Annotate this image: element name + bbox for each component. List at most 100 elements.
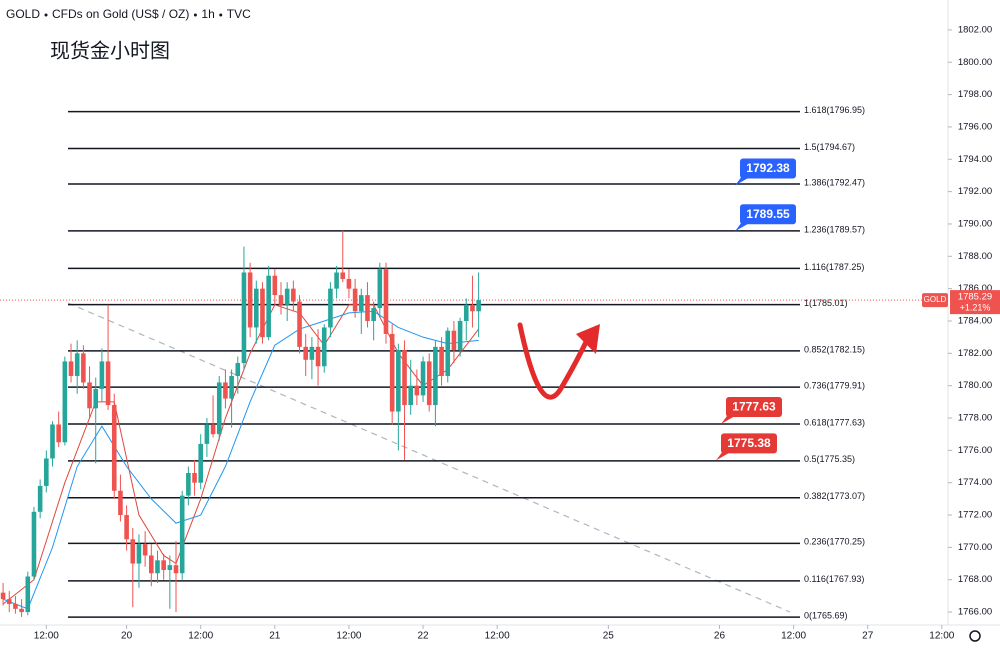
candle-body xyxy=(328,288,333,328)
candle-body xyxy=(297,301,302,347)
arrow-head xyxy=(576,324,600,354)
fib-label: 1.236(1789.57) xyxy=(804,224,865,234)
callout-pointer xyxy=(716,452,730,461)
candle-body xyxy=(445,330,451,376)
candle-body xyxy=(352,288,358,312)
y-tick-label: 1788.00 xyxy=(958,251,992,262)
candle-body xyxy=(223,382,228,399)
candle-body xyxy=(198,443,204,483)
fib-label: 0.116(1767.93) xyxy=(804,574,864,584)
candle-body xyxy=(216,382,222,435)
separator-dot xyxy=(219,13,223,17)
candle-body xyxy=(0,592,6,600)
y-tick-label: 1782.00 xyxy=(958,348,992,359)
candle-body xyxy=(56,424,61,443)
candle-body xyxy=(408,385,413,406)
candle-body xyxy=(309,346,315,360)
x-tick-label: 12:00 xyxy=(336,631,361,642)
y-tick-label: 1780.00 xyxy=(958,380,992,391)
candle-body xyxy=(420,361,426,396)
candle-body xyxy=(99,361,105,389)
candle-body xyxy=(142,544,148,556)
candle-body xyxy=(358,295,364,312)
candle-body xyxy=(321,327,327,367)
fib-label: 0(1765.69) xyxy=(804,610,848,620)
callout-label: 1792.38 xyxy=(746,161,790,175)
candle-body xyxy=(192,472,197,483)
candle-body xyxy=(74,353,80,376)
candle-body xyxy=(377,269,383,309)
callout-label: 1789.55 xyxy=(746,207,790,221)
y-tick-label: 1778.00 xyxy=(958,413,992,424)
candle-body xyxy=(130,539,136,564)
fib-label: 1.116(1787.25) xyxy=(804,262,864,272)
y-tick-label: 1794.00 xyxy=(958,154,992,165)
price-tag-label: 1785.29 xyxy=(958,292,992,303)
candle-body xyxy=(451,330,457,351)
y-tick-label: 1786.00 xyxy=(958,283,992,294)
x-tick-label: 12:00 xyxy=(781,631,806,642)
callout-pointer xyxy=(721,415,735,424)
header: GOLD CFDs on Gold (US$ / OZ) 1h TVC xyxy=(6,7,251,21)
callout-pointer xyxy=(735,177,749,186)
candle-body xyxy=(470,304,475,312)
y-tick-label: 1770.00 xyxy=(958,542,992,553)
candle-body xyxy=(266,275,271,338)
fib-label: 0.618(1777.63) xyxy=(804,417,865,427)
candle-body xyxy=(105,361,111,406)
arrow xyxy=(517,322,591,400)
candle-body xyxy=(124,515,129,540)
y-tick-label: 1792.00 xyxy=(958,186,992,197)
candle-body xyxy=(402,350,407,406)
candle-body xyxy=(173,565,179,574)
y-tick-label: 1790.00 xyxy=(958,218,992,229)
candle-body xyxy=(253,288,259,328)
trend-line xyxy=(67,302,791,613)
callout-pointer xyxy=(735,223,749,232)
candle-body xyxy=(463,304,469,321)
y-tick-label: 1796.00 xyxy=(958,121,992,132)
x-tick-label: 12:00 xyxy=(34,631,59,642)
candle-body xyxy=(210,424,216,435)
candle-body xyxy=(186,472,191,496)
candle-body xyxy=(161,560,166,571)
settings-icon[interactable] xyxy=(969,630,981,642)
y-tick-label: 1774.00 xyxy=(958,477,992,488)
header-text: 1h xyxy=(201,7,214,21)
callout-label: 1775.38 xyxy=(727,436,771,450)
candle-body xyxy=(439,346,444,376)
candle-body xyxy=(457,320,463,351)
candle-body xyxy=(365,295,370,321)
separator-dot xyxy=(193,13,197,17)
candle-body xyxy=(315,346,321,367)
x-tick-label: 12:00 xyxy=(188,631,213,642)
candle-body xyxy=(241,272,247,364)
fib-label: 1.386(1792.47) xyxy=(804,177,865,187)
x-tick-label: 25 xyxy=(603,631,615,642)
fib-label: 0.852(1782.15) xyxy=(804,344,865,354)
x-tick-label: 27 xyxy=(862,631,874,642)
candle-body xyxy=(476,300,481,312)
y-tick-label: 1784.00 xyxy=(958,316,992,327)
x-tick-label: 12:00 xyxy=(929,631,954,642)
callout-box xyxy=(740,158,796,179)
y-tick-label: 1766.00 xyxy=(958,607,992,618)
candle-body xyxy=(426,361,432,406)
fib-label: 0.382(1773.07) xyxy=(804,491,865,501)
callout-label: 1777.63 xyxy=(732,400,776,414)
candle-body xyxy=(346,278,352,289)
x-tick-label: 12:00 xyxy=(485,631,510,642)
candle-body xyxy=(155,560,160,574)
candle-body xyxy=(44,458,49,486)
header-text: TVC xyxy=(227,7,251,21)
symbol-tag-label: GOLD xyxy=(924,295,947,304)
plot: 1766.00 1768.00 1770.00 1772.00 1774.00 1776.… xyxy=(0,24,1000,642)
candle-body xyxy=(31,511,37,577)
candle-body xyxy=(111,405,117,491)
candle-body xyxy=(37,485,43,512)
callout-box xyxy=(721,433,777,454)
moving-average xyxy=(2,310,479,610)
separator-dot xyxy=(44,13,48,17)
candle-body xyxy=(6,599,12,604)
